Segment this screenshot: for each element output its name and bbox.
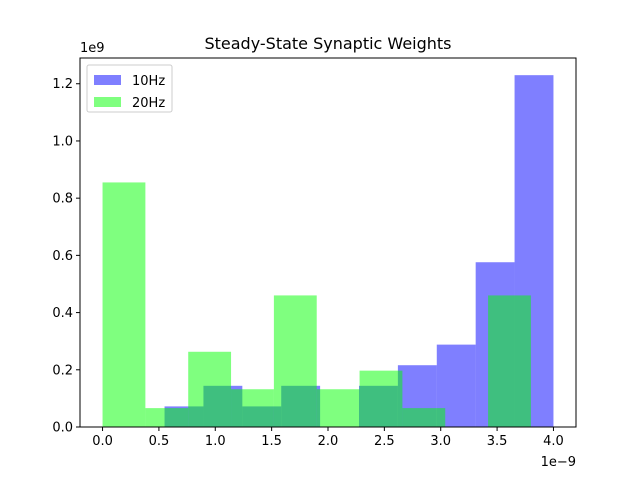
legend: 10Hz 20Hz — [86, 64, 173, 113]
x-tick-label: 4.0 — [543, 434, 564, 449]
histogram-bar-20Hz-6 — [359, 370, 403, 427]
y-tick-label: 0.6 — [52, 249, 73, 264]
x-tick-label: 1.5 — [261, 434, 282, 449]
legend-label-10Hz: 10Hz — [132, 74, 165, 89]
x-tick-label: 1.0 — [205, 434, 226, 449]
x-axis-multiplier: 1e−9 — [541, 455, 576, 470]
histogram-bar-20Hz-3 — [231, 389, 274, 427]
x-tick-label: 0.5 — [149, 434, 170, 449]
histogram-bar-20Hz-0 — [102, 182, 146, 427]
bar-layer — [102, 75, 554, 428]
y-tick-label: 0.8 — [52, 192, 73, 207]
y-tick-label: 0.0 — [52, 421, 73, 436]
y-tick-label: 0.2 — [52, 363, 73, 378]
x-tick-label: 0.0 — [92, 434, 113, 449]
histogram-bar-20Hz-5 — [316, 389, 360, 427]
y-tick-label: 0.4 — [52, 306, 73, 321]
axes-layer: 0.0 0.5 1.0 1.5 2.0 2.5 3.0 3.5 4.0 0.0 0.2 0.4 0.6 0… — [52, 57, 577, 449]
y-tick-label: 1.0 — [52, 134, 73, 149]
histogram-bar-20Hz-9 — [488, 295, 531, 427]
histogram-bar-20Hz-4 — [273, 295, 317, 427]
x-tick-label: 3.0 — [430, 434, 451, 449]
y-tick-label: 1.2 — [52, 77, 73, 92]
chart-title: Steady-State Synaptic Weights — [204, 34, 451, 53]
y-axis-multiplier: 1e9 — [80, 41, 105, 56]
histogram-bar-20Hz-7 — [402, 408, 446, 427]
histogram-bar-20Hz-1 — [145, 408, 189, 427]
x-tick-label: 2.0 — [318, 434, 339, 449]
x-tick-label: 2.5 — [374, 434, 395, 449]
legend-swatch-20Hz — [94, 97, 121, 107]
histogram-bar-20Hz-2 — [188, 351, 232, 427]
legend-swatch-10Hz — [94, 75, 121, 85]
legend-label-20Hz: 20Hz — [132, 96, 165, 111]
x-tick-label: 3.5 — [487, 434, 508, 449]
